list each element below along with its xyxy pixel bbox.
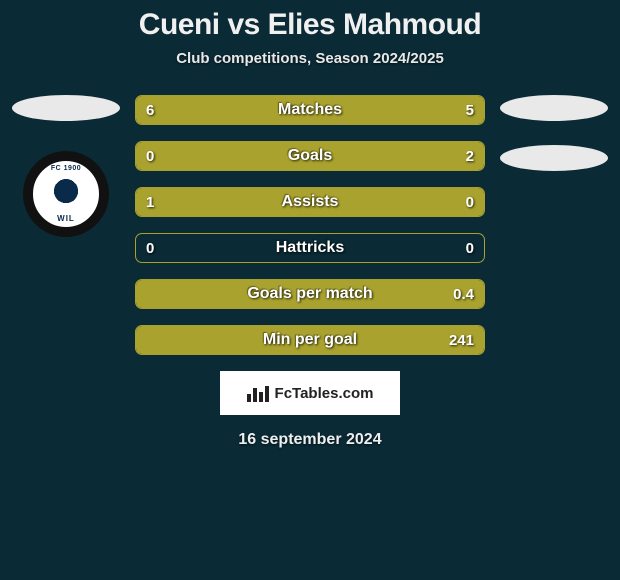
watermark-bars-icon [247, 384, 269, 402]
player-left-placeholder [12, 95, 120, 121]
stat-value-right: 2 [466, 142, 474, 170]
stat-value-left: 0 [146, 142, 154, 170]
bar-fill-left [136, 188, 484, 216]
player-right-placeholder-1 [500, 95, 608, 121]
stat-value-right: 241 [449, 326, 474, 354]
bar-fill-right [136, 142, 484, 170]
bar-fill-right [326, 96, 484, 124]
content-area: FC 1900 WIL 65Matches02Goals10Assists00H… [0, 95, 620, 355]
stat-row: 02Goals [135, 141, 485, 171]
comparison-bars: 65Matches02Goals10Assists00Hattricks0.4G… [135, 95, 485, 355]
bar-fill-right [136, 326, 484, 354]
stat-row: 65Matches [135, 95, 485, 125]
stat-value-left: 0 [146, 234, 154, 262]
player-right-column [494, 95, 614, 201]
stat-value-right: 0.4 [453, 280, 474, 308]
watermark-text: FcTables.com [275, 385, 374, 402]
club-badge-bottom-text: WIL [33, 214, 99, 223]
stat-value-right: 0 [466, 188, 474, 216]
stat-value-right: 0 [466, 234, 474, 262]
bar-fill-left [136, 96, 326, 124]
player-left-column: FC 1900 WIL [6, 95, 126, 237]
watermark: FcTables.com [220, 371, 400, 415]
stat-value-left: 6 [146, 96, 154, 124]
stat-label: Hattricks [136, 234, 484, 262]
club-badge-top-text: FC 1900 [33, 165, 99, 172]
stat-row: 0.4Goals per match [135, 279, 485, 309]
page-title: Cueni vs Elies Mahmoud [0, 8, 620, 42]
comparison-infographic: Cueni vs Elies Mahmoud Club competitions… [0, 0, 620, 580]
player-right-placeholder-2 [500, 145, 608, 171]
date-label: 16 september 2024 [0, 431, 620, 449]
bar-fill-right [136, 280, 484, 308]
stat-value-right: 5 [466, 96, 474, 124]
stat-row: 10Assists [135, 187, 485, 217]
stat-row: 0 0Hattricks [135, 233, 485, 263]
subtitle: Club competitions, Season 2024/2025 [0, 50, 620, 67]
club-badge-left: FC 1900 WIL [23, 151, 109, 237]
stat-row: 241Min per goal [135, 325, 485, 355]
stat-value-left: 1 [146, 188, 154, 216]
